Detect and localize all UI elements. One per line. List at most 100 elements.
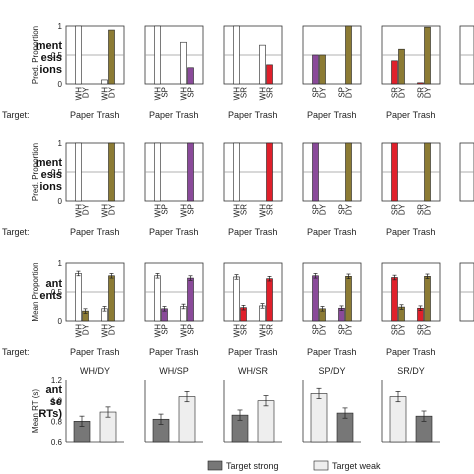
row-label-participants: ant ents: [0, 278, 62, 302]
bar: [154, 25, 161, 85]
condition-label: Paper: [228, 347, 252, 357]
x-tick-label: WH: [154, 324, 163, 338]
bar: [345, 276, 352, 322]
x-tick-label: WH: [101, 324, 110, 338]
condition-label: Paper: [386, 110, 410, 120]
x-tick-label: SP: [312, 324, 321, 335]
bar: [417, 82, 424, 85]
x-tick-label: SP: [187, 204, 196, 215]
x-tick-label: SR: [240, 324, 249, 335]
row-label-line: ant: [45, 384, 63, 396]
legend-swatch-strong: [207, 460, 223, 471]
bar: [187, 67, 194, 85]
condition-label: Paper: [307, 227, 331, 237]
bar: [424, 26, 431, 85]
condition-label: Trash: [97, 347, 120, 357]
x-tick-label: WH: [233, 204, 242, 218]
x-tick-label: SR: [391, 204, 400, 215]
x-tick-label: WH: [180, 204, 189, 218]
x-tick-label: SR: [417, 87, 426, 98]
x-tick-label: SP: [161, 204, 170, 215]
condition-label: Trash: [413, 347, 436, 357]
bar: [101, 79, 108, 85]
y-axis-label: Mean Proportion: [31, 262, 40, 321]
x-tick-label: DY: [82, 203, 91, 215]
x-tick-label: DY: [345, 203, 354, 215]
bar: [108, 29, 115, 85]
y-tick-label: 1.0: [51, 397, 63, 406]
x-tick-label: DY: [108, 86, 117, 98]
x-tick-label: DY: [319, 203, 328, 215]
y-tick-label: 0.5: [51, 288, 63, 297]
x-tick-label: DY: [398, 323, 407, 335]
condition-label: Paper: [307, 347, 331, 357]
condition-label: Trash: [334, 347, 357, 357]
y-tick-label: 1: [58, 22, 63, 31]
row-label-line: ment: [35, 157, 62, 169]
x-tick-label: SP: [338, 324, 347, 335]
bar: [391, 60, 398, 85]
bar: [178, 396, 196, 443]
condition-label: Trash: [176, 227, 199, 237]
row-label-line: ment: [35, 40, 62, 52]
x-tick-label: WH: [259, 324, 268, 338]
x-tick-label: WH: [75, 204, 84, 218]
y-tick-label: 1: [58, 139, 63, 148]
panel-title: SR/DY: [397, 366, 425, 376]
bar: [108, 275, 115, 322]
x-tick-label: WH: [154, 204, 163, 218]
bar: [187, 142, 194, 202]
panel-title: SP/DY: [318, 366, 345, 376]
x-tick-label: SP: [312, 204, 321, 215]
x-tick-label: DY: [108, 203, 117, 215]
row-label-line: ents: [39, 290, 62, 302]
x-tick-label: SR: [391, 87, 400, 98]
condition-label: Paper: [70, 110, 94, 120]
legend-label-strong: Target strong: [226, 461, 279, 471]
panel-title: WH/DY: [80, 366, 110, 376]
x-tick-label: DY: [424, 323, 433, 335]
bar: [266, 64, 273, 85]
bar: [312, 54, 319, 85]
condition-label: Trash: [334, 227, 357, 237]
x-tick-label: DY: [398, 203, 407, 215]
bar: [180, 41, 187, 85]
condition-label: Trash: [334, 110, 357, 120]
bar: [154, 275, 161, 322]
y-axis-label: Pred. Proportion: [31, 143, 40, 201]
condition-label: Trash: [97, 110, 120, 120]
x-tick-label: SR: [391, 324, 400, 335]
x-tick-label: SR: [266, 324, 275, 335]
x-tick-label: DY: [108, 323, 117, 335]
bar: [75, 142, 82, 202]
bar: [312, 142, 319, 202]
y-tick-label: 0.5: [51, 168, 63, 177]
x-tick-label: WH: [154, 87, 163, 101]
x-tick-label: SP: [338, 87, 347, 98]
bar: [233, 276, 240, 322]
panel-title: WH/SR: [238, 366, 268, 376]
bar: [233, 25, 240, 85]
x-tick-label: DY: [424, 86, 433, 98]
row-label-model-2: ment esis ions: [0, 157, 62, 193]
y-tick-label: 0.8: [51, 417, 63, 426]
bar: [391, 277, 398, 322]
bar: [233, 142, 240, 202]
x-tick-label: SP: [161, 324, 170, 335]
x-tick-label: WH: [233, 324, 242, 338]
row-label-line: se: [49, 396, 62, 408]
x-tick-label: WH: [101, 87, 110, 101]
x-tick-label: SR: [266, 87, 275, 98]
condition-label: Trash: [413, 110, 436, 120]
bar: [154, 142, 161, 202]
condition-label: Paper: [228, 227, 252, 237]
x-tick-label: DY: [319, 86, 328, 98]
x-tick-label: WH: [180, 324, 189, 338]
bar: [424, 142, 431, 202]
condition-label: Paper: [386, 227, 410, 237]
x-tick-label: DY: [424, 203, 433, 215]
bar: [259, 44, 266, 85]
condition-label: Paper: [149, 110, 173, 120]
bar: [319, 54, 326, 85]
